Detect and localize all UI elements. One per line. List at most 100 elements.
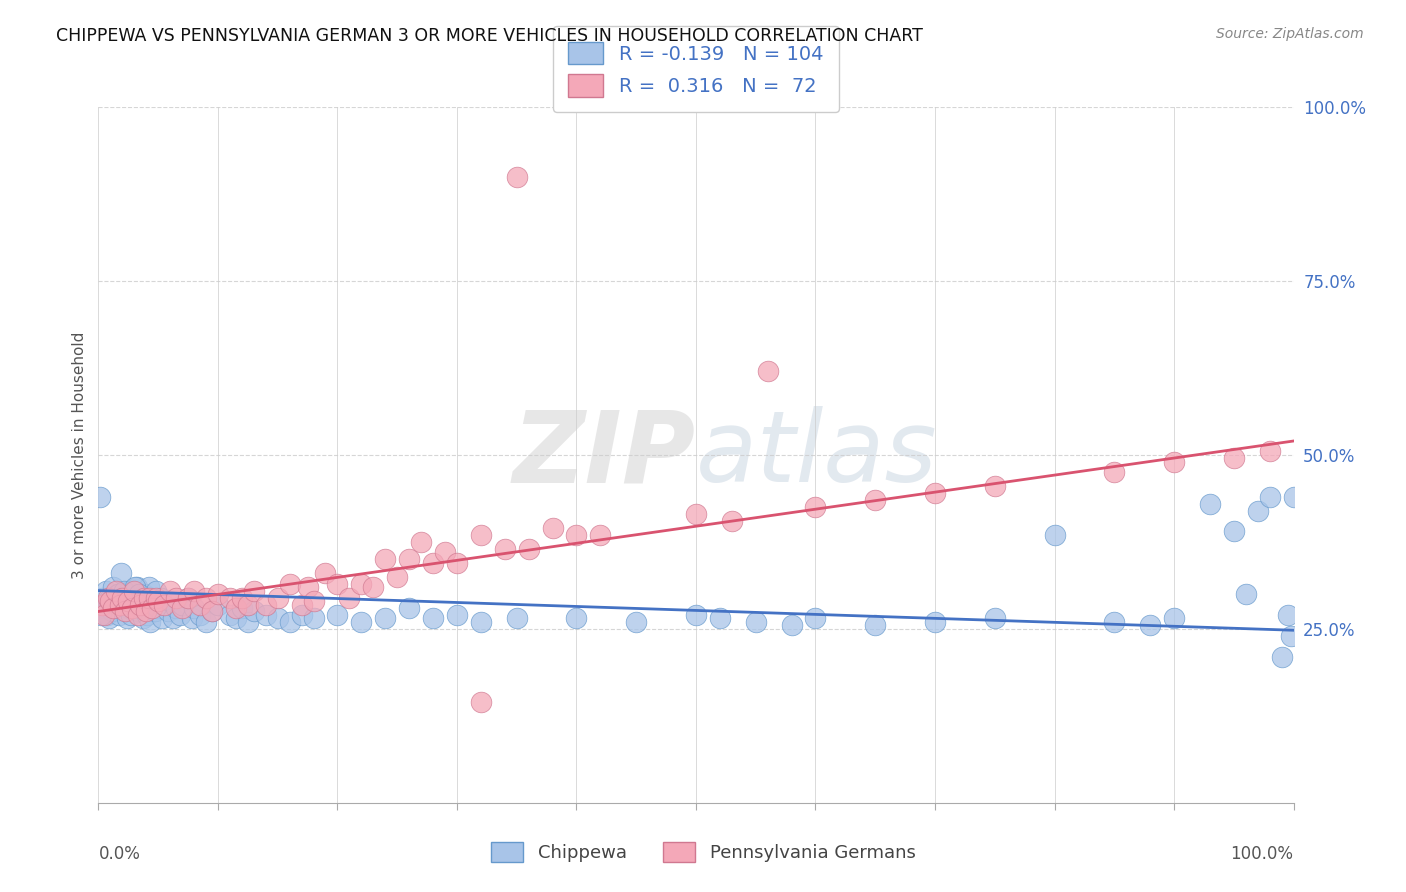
Point [685,507,707,521]
Text: 100.0%: 100.0% [1230,845,1294,863]
Point [131,611,153,625]
Point [1247,503,1270,517]
Point [1223,451,1246,466]
Point [1163,611,1185,625]
Point [115,594,138,608]
Point [398,601,420,615]
Point [132,591,155,605]
Point [517,541,540,556]
Point [756,364,779,378]
Point [422,611,444,625]
Point [350,615,373,629]
Point [111,591,134,605]
Point [470,528,492,542]
Text: ZIP: ZIP [513,407,696,503]
Legend: R = -0.139   N = 104, R =  0.316   N =  72: R = -0.139 N = 104, R = 0.316 N = 72 [553,26,839,112]
Point [1104,615,1126,629]
Point [350,576,373,591]
Point [153,598,176,612]
Text: CHIPPEWA VS PENNSYLVANIA GERMAN 3 OR MORE VEHICLES IN HOUSEHOLD CORRELATION CHAR: CHIPPEWA VS PENNSYLVANIA GERMAN 3 OR MOR… [56,27,924,45]
Point [101,601,124,615]
Point [127,607,149,622]
Point [124,598,146,612]
Point [1223,524,1246,539]
Legend: Chippewa, Pennsylvania Germans: Chippewa, Pennsylvania Germans [484,835,922,870]
Point [135,605,157,619]
Point [374,552,396,566]
Point [924,486,946,500]
Point [97,591,120,605]
Point [1163,455,1185,469]
Point [165,591,187,605]
Point [291,607,314,622]
Point [94,583,117,598]
Point [180,611,202,625]
Point [117,601,139,615]
Point [506,169,529,184]
Point [136,607,159,622]
Point [626,615,648,629]
Point [219,591,242,605]
Point [804,611,827,625]
Point [398,552,420,566]
Point [470,615,492,629]
Point [231,601,253,615]
Point [565,528,588,542]
Point [135,598,157,612]
Point [129,598,152,612]
Point [780,618,803,632]
Point [385,570,409,584]
Point [278,576,301,591]
Point [114,605,136,619]
Point [104,594,127,608]
Point [494,541,516,556]
Point [138,580,160,594]
Point [195,591,218,605]
Point [434,545,457,559]
Point [374,611,396,625]
Point [96,607,118,622]
Point [107,607,129,622]
Point [91,598,114,612]
Point [108,598,131,612]
Point [139,615,162,629]
Point [159,583,181,598]
Point [91,591,114,605]
Point [125,580,148,594]
Point [254,598,277,612]
Point [131,591,153,605]
Point [159,594,181,608]
Point [107,587,129,601]
Point [110,566,132,581]
Point [93,607,115,622]
Point [108,598,131,612]
Point [470,695,492,709]
Point [153,598,176,612]
Point [446,556,468,570]
Point [201,605,224,619]
Point [93,601,115,615]
Point [984,479,1007,493]
Point [165,601,187,615]
Point [183,601,205,615]
Point [97,594,120,608]
Point [1277,607,1299,622]
Point [219,607,242,622]
Point [745,615,768,629]
Point [145,591,167,605]
Point [188,607,211,622]
Point [98,594,122,608]
Point [172,598,194,612]
Point [721,514,744,528]
Point [101,580,124,594]
Point [363,580,385,594]
Point [1258,490,1281,504]
Point [225,611,247,625]
Point [91,598,114,612]
Y-axis label: 3 or more Vehicles in Household: 3 or more Vehicles in Household [72,331,87,579]
Point [162,611,184,625]
Point [127,605,149,619]
Point [145,583,167,598]
Point [243,605,266,619]
Point [148,601,170,615]
